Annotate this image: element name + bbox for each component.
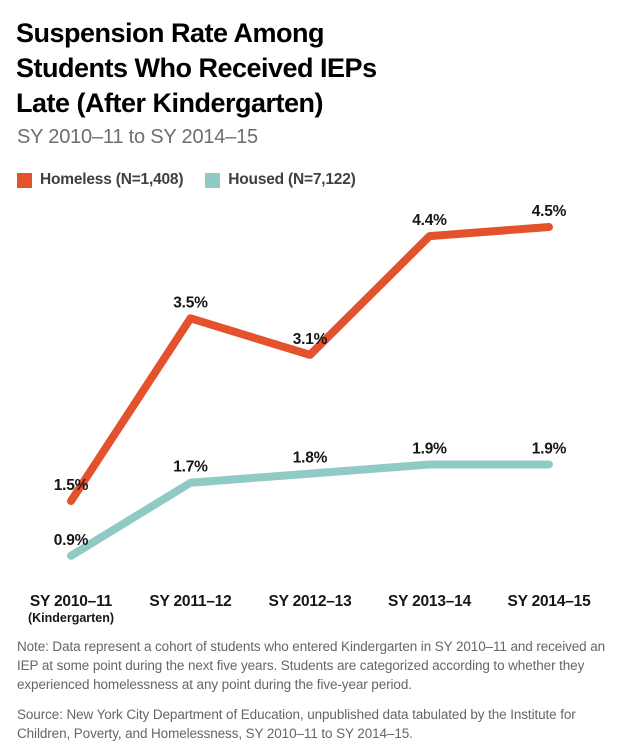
x-axis-label-0: SY 2010–11 [30,593,113,610]
data-label-0-4: 4.5% [532,203,567,220]
x-axis-label-4: SY 2014–15 [507,593,591,610]
chart-legend: Homeless (N=1,408) Housed (N=7,122) [17,171,356,189]
source-text: Source: New York City Department of Educ… [17,707,576,741]
page-title-line-1: Suspension Rate Among [16,18,325,48]
x-axis-sublabel-0: (Kindergarten) [28,611,114,625]
housed-swatch-icon [205,172,221,188]
x-axis-label-3: SY 2013–14 [388,593,472,610]
homeless-swatch-icon [17,172,32,188]
legend-item-housed: Housed (N=7,122) [205,171,356,189]
data-label-0-2: 3.1% [293,331,328,348]
x-axis-label-2: SY 2012–13 [268,593,352,610]
x-axis-label-1: SY 2011–12 [149,593,231,610]
data-label-1-1: 1.7% [173,459,208,476]
data-label-0-0: 1.5% [54,477,89,494]
page-title: Suspension Rate Among Students Who Recei… [16,16,377,121]
series-line-0 [67,223,553,506]
note-text: Note: Data represent a cohort of student… [17,639,606,692]
legend-item-homeless: Homeless (N=1,408) [17,171,183,189]
data-label-1-4: 1.9% [532,440,567,457]
data-label-1-2: 1.8% [293,450,328,467]
legend-label-housed: Housed (N=7,122) [228,171,356,188]
subtitle: SY 2010–11 to SY 2014–15 [17,126,258,148]
data-label-0-3: 4.4% [412,212,447,229]
data-label-1-3: 1.9% [412,440,447,457]
data-label-1-0: 0.9% [54,532,89,549]
page-title-line-3: Late (After Kindergarten) [16,88,324,118]
data-label-0-1: 3.5% [173,294,208,311]
series-line-1 [67,460,553,560]
legend-label-homeless: Homeless (N=1,408) [40,171,184,188]
line-chart: SY 2010–11(Kindergarten) SY 2011–12 SY 201… [28,203,591,625]
page-title-line-2: Students Who Received IEPs [16,53,377,83]
